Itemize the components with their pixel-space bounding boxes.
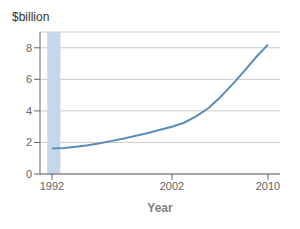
html-text:$billion: $billion bbox=[12, 10, 50, 24]
svg-text:2002: 2002 bbox=[160, 180, 184, 192]
svg-text:2010: 2010 bbox=[256, 180, 280, 192]
svg-text:4: 4 bbox=[26, 105, 32, 117]
svg-text:6: 6 bbox=[26, 73, 32, 85]
svg-text:0: 0 bbox=[26, 168, 32, 180]
svg-text:1992: 1992 bbox=[40, 180, 64, 192]
svg-text:Year: Year bbox=[147, 201, 173, 215]
svg-text:2: 2 bbox=[26, 136, 32, 148]
svg-text:8: 8 bbox=[26, 42, 32, 54]
